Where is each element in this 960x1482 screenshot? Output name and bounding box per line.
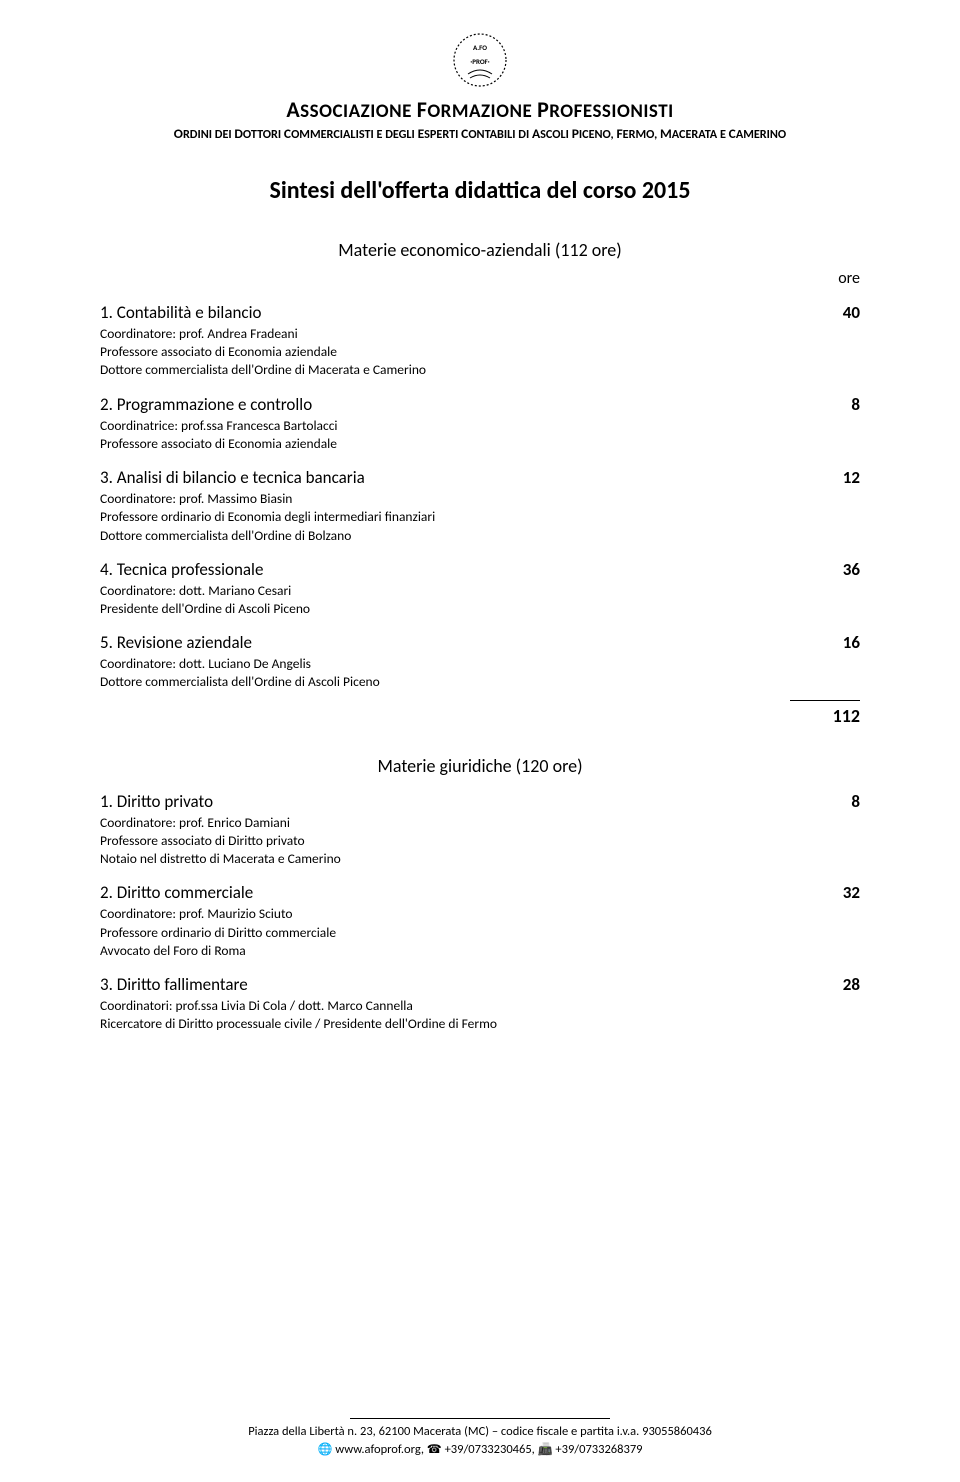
list-item: 2. Diritto commerciale 32 <box>100 882 860 903</box>
item-title: 4. Tecnica professionale <box>100 559 263 580</box>
section1-subtotal-row: 112 <box>100 700 860 727</box>
item-title: 1. Diritto privato <box>100 791 213 812</box>
list-item: 3. Analisi di bilancio e tecnica bancari… <box>100 467 860 488</box>
item-hours: 8 <box>810 791 860 812</box>
list-item: 2. Programmazione e controllo 8 <box>100 394 860 415</box>
hours-column-header: ore <box>100 269 860 288</box>
item-description: Coordinatore: prof. Massimo BiasinProfes… <box>100 490 860 545</box>
item-title: 2. Programmazione e controllo <box>100 394 312 415</box>
section-heading-giuridiche: Materie giuridiche (120 ore) <box>100 755 860 777</box>
list-item: 5. Revisione aziendale 16 <box>100 632 860 653</box>
page-footer: Piazza della Libertà n. 23, 62100 Macera… <box>0 1418 960 1461</box>
phone-icon: ☎ <box>427 1443 442 1457</box>
item-title: 3. Diritto fallimentare <box>100 974 248 995</box>
svg-text:·PROF·: ·PROF· <box>470 57 489 66</box>
list-item: 4. Tecnica professionale 36 <box>100 559 860 580</box>
item-hours: 32 <box>810 882 860 903</box>
item-description: Coordinatore: dott. Mariano CesariPresid… <box>100 582 860 618</box>
item-hours: 40 <box>810 302 860 323</box>
item-hours: 16 <box>810 632 860 653</box>
item-description: Coordinatore: prof. Maurizio SciutoProfe… <box>100 905 860 960</box>
footer-phone2: +39/0733268379 <box>555 1442 642 1457</box>
footer-rule <box>350 1418 610 1419</box>
section1-list: 1. Contabilità e bilancio40Coordinatore:… <box>100 302 860 692</box>
footer-contacts: 🌐 www.afoprof.org, ☎ +39/0733230465, 📠 +… <box>0 1441 960 1460</box>
document-title: Sintesi dell'offerta didattica del corso… <box>100 176 860 205</box>
fax-icon: 📠 <box>538 1443 553 1457</box>
item-hours: 12 <box>810 467 860 488</box>
item-title: 5. Revisione aziendale <box>100 632 252 653</box>
item-description: Coordinatrice: prof.ssa Francesca Bartol… <box>100 417 860 453</box>
item-description: Coordinatore: prof. Enrico DamianiProfes… <box>100 814 860 869</box>
section1-subtotal: 112 <box>790 700 860 727</box>
section2-list: 1. Diritto privato 8Coordinatore: prof. E… <box>100 791 860 1034</box>
list-item: 3. Diritto fallimentare 28 <box>100 974 860 995</box>
footer-phone1: +39/0733230465 <box>445 1442 532 1457</box>
item-description: Coordinatore: prof. Andrea FradeaniProfe… <box>100 325 860 380</box>
item-title: 1. Contabilità e bilancio <box>100 302 261 323</box>
item-title: 2. Diritto commerciale <box>100 882 253 903</box>
item-title: 3. Analisi di bilancio e tecnica bancari… <box>100 467 365 488</box>
list-item: 1. Contabilità e bilancio 40 <box>100 302 860 323</box>
list-item: 1. Diritto privato 8 <box>100 791 860 812</box>
footer-web: www.afoprof.org <box>335 1442 421 1457</box>
item-description: Coordinatore: dott. Luciano De AngelisDo… <box>100 655 860 691</box>
section-heading-economico: Materie economico-aziendali (112 ore) <box>100 239 860 261</box>
document-page: A.FO ·PROF· ASSOCIAZIONE FORMAZIONE PROF… <box>0 0 960 1482</box>
item-description: Coordinatori: prof.ssa Livia Di Cola / d… <box>100 997 860 1033</box>
globe-icon: 🌐 <box>317 1443 332 1457</box>
footer-address: Piazza della Libertà n. 23, 62100 Macera… <box>0 1423 960 1442</box>
item-hours: 28 <box>810 974 860 995</box>
item-hours: 8 <box>810 394 860 415</box>
org-logo: A.FO ·PROF· <box>450 30 510 90</box>
org-subtitle: ORDINI DEI DOTTORI COMMERCIALISTI E DEGL… <box>100 125 860 142</box>
svg-text:A.FO: A.FO <box>473 43 487 52</box>
org-title: ASSOCIAZIONE FORMAZIONE PROFESSIONISTI <box>100 96 860 123</box>
item-hours: 36 <box>810 559 860 580</box>
